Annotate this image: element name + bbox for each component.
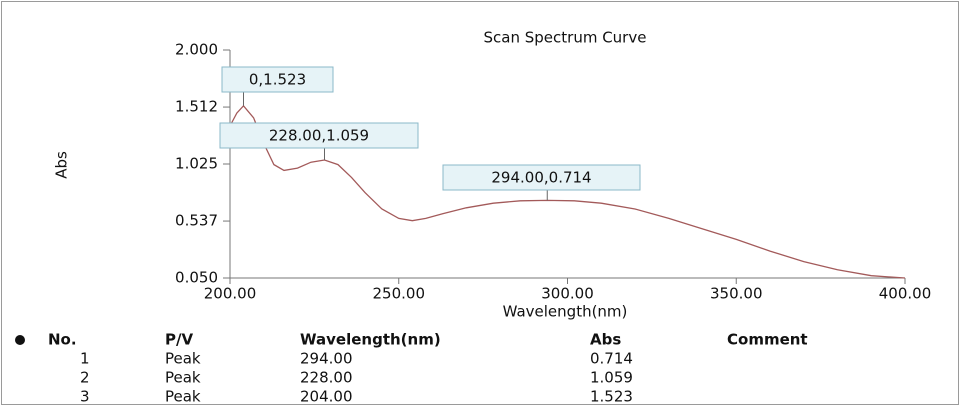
- annotation-text: 0,1.523: [249, 71, 306, 89]
- x-tick-label: 250.00: [373, 285, 426, 303]
- table-header: Wavelength(nm): [300, 331, 441, 349]
- x-tick-label: 350.00: [710, 285, 763, 303]
- table-header: No.: [48, 331, 77, 349]
- table-header: P/V: [165, 331, 193, 349]
- table-cell: 294.00: [300, 350, 353, 368]
- x-axis-label: Wavelength(nm): [503, 303, 628, 321]
- annotation-box: [442, 164, 641, 191]
- x-tick-label: 300.00: [541, 285, 594, 303]
- table-cell: 1: [80, 350, 90, 368]
- y-tick-label: 1.025: [175, 155, 218, 173]
- y-tick-label: 2.000: [175, 41, 218, 59]
- annotation-text: 294.00,0.714: [491, 169, 591, 187]
- table-cell: 228.00: [300, 369, 353, 387]
- annotation-box: [219, 122, 419, 149]
- table-cell: Peak: [165, 369, 201, 387]
- table-cell: 1.523: [590, 388, 633, 406]
- x-tick-label: 200.00: [204, 285, 257, 303]
- table-cell: 3: [80, 388, 90, 406]
- table-cell: 2: [80, 369, 90, 387]
- y-tick-label: 0.050: [175, 269, 218, 287]
- table-cell: 0.714: [590, 350, 633, 368]
- frame: [1, 1, 959, 405]
- bullet: [15, 335, 25, 345]
- y-axis-label: Abs: [53, 151, 71, 179]
- table-header: Abs: [590, 331, 621, 349]
- annotation-text: 228.00,1.059: [269, 127, 369, 145]
- y-tick-label: 1.512: [175, 98, 218, 116]
- x-tick-label: 400.00: [879, 285, 932, 303]
- chart-title: Scan Spectrum Curve: [484, 29, 647, 47]
- table-cell: Peak: [165, 350, 201, 368]
- table-cell: 1.059: [590, 369, 633, 387]
- annotation-box: [221, 66, 334, 93]
- table-cell: 204.00: [300, 388, 353, 406]
- table-cell: Peak: [165, 388, 201, 406]
- y-tick-label: 0.537: [175, 212, 218, 230]
- table-header: Comment: [727, 331, 808, 349]
- spectrum-line: [229, 104, 906, 279]
